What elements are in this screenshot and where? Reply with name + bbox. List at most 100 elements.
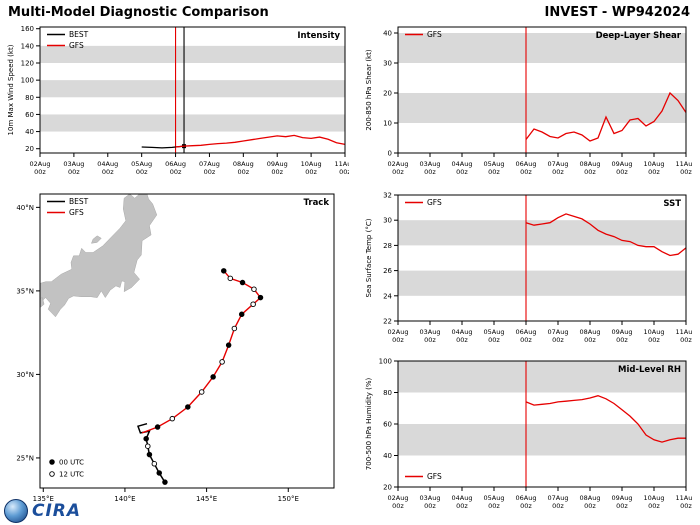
x-tick-label: 00z xyxy=(204,168,216,176)
x-tick-label: 05Aug xyxy=(484,160,505,168)
panel-title: Mid-Level RH xyxy=(618,365,681,375)
x-tick-label: 10Aug xyxy=(644,328,665,336)
x-tick-label: 00z xyxy=(392,336,404,344)
lat-tick-label: 30°N xyxy=(16,371,34,379)
x-tick-label: 00z xyxy=(68,168,80,176)
marker-legend-symbol xyxy=(49,471,55,477)
y-tick-label: 30 xyxy=(383,60,392,68)
y-tick-label: 30 xyxy=(383,217,392,225)
x-tick-label: 00z xyxy=(392,502,404,510)
rh-panel: 20 40 60 80 100 02Aug 00z 03Aug 00z 04Aug 00z 05Aug… xyxy=(356,356,696,522)
x-tick-label: 00z xyxy=(648,336,660,344)
fix-marker-00utc xyxy=(156,470,162,476)
coastline-polygon xyxy=(91,235,102,244)
x-tick-label: 00z xyxy=(616,336,628,344)
y-tick-label: 0 xyxy=(388,150,392,158)
x-tick-label: 00z xyxy=(170,168,182,176)
x-tick-label: 10Aug xyxy=(644,160,665,168)
x-tick-label: 00z xyxy=(305,168,317,176)
fix-marker-00utc xyxy=(143,435,149,442)
x-tick-label: 08Aug xyxy=(580,328,601,336)
fix-marker-12utc xyxy=(219,359,225,365)
x-tick-label: 03Aug xyxy=(420,494,441,502)
y-tick-label: 100 xyxy=(21,77,34,85)
x-tick-label: 00z xyxy=(488,168,500,176)
x-tick-label: 04Aug xyxy=(97,160,118,168)
x-tick-label: 06Aug xyxy=(516,328,537,336)
shade-band xyxy=(398,270,686,296)
x-tick-label: 00z xyxy=(136,168,148,176)
panel-title: Deep-Layer Shear xyxy=(596,31,682,41)
x-tick-label: 07Aug xyxy=(199,160,220,168)
lon-tick-label: 150°E xyxy=(278,495,299,503)
x-tick-label: 09Aug xyxy=(612,494,633,502)
x-tick-label: 11Aug xyxy=(676,494,692,502)
fix-marker-00utc xyxy=(210,374,216,380)
x-tick-label: 11Aug xyxy=(676,328,692,336)
shade-band xyxy=(398,361,686,393)
x-tick-label: 10Aug xyxy=(301,160,322,168)
lat-tick-label: 35°N xyxy=(16,287,34,295)
legend-label-GFS: GFS xyxy=(427,30,442,39)
panel-title: SST xyxy=(663,199,681,209)
fix-marker-12utc xyxy=(250,301,256,307)
y-tick-label: 80 xyxy=(383,389,392,397)
x-tick-label: 00z xyxy=(584,336,596,344)
y-tick-label: 60 xyxy=(25,111,34,119)
x-tick-label: 09Aug xyxy=(612,160,633,168)
fix-marker-00utc xyxy=(239,279,246,286)
x-tick-label: 00z xyxy=(648,168,660,176)
x-tick-label: 00z xyxy=(520,168,532,176)
x-tick-label: 00z xyxy=(584,168,596,176)
x-tick-label: 03Aug xyxy=(63,160,84,168)
x-tick-label: 05Aug xyxy=(484,328,505,336)
shade-band xyxy=(40,80,345,98)
legend-label-BEST: BEST xyxy=(69,197,89,206)
lat-tick-label: 25°N xyxy=(16,454,34,462)
y-tick-label: 40 xyxy=(383,452,392,460)
series-line-GFS xyxy=(525,395,686,443)
x-tick-label: 07Aug xyxy=(548,328,569,336)
x-tick-label: 06Aug xyxy=(516,160,537,168)
fix-marker-00utc xyxy=(146,451,153,458)
cira-globe-icon xyxy=(4,499,28,523)
plot-frame xyxy=(397,26,687,154)
marker-legend-label: 12 UTC xyxy=(59,471,84,479)
x-tick-label: 00z xyxy=(271,168,283,176)
x-tick-label: 03Aug xyxy=(420,328,441,336)
sst-panel: 22 24 26 28 30 32 02Aug 00z 03Aug 00z 04Aug 00z 05Au… xyxy=(356,190,696,354)
x-tick-label: 00z xyxy=(552,168,564,176)
x-tick-label: 00z xyxy=(424,168,436,176)
x-tick-label: 07Aug xyxy=(548,160,569,168)
x-tick-label: 09Aug xyxy=(267,160,288,168)
y-tick-label: 80 xyxy=(25,94,34,102)
lon-tick-label: 135°E xyxy=(33,495,54,503)
fix-marker-00utc xyxy=(220,268,227,274)
track-line-BEST xyxy=(137,422,166,483)
shade-band xyxy=(398,93,686,123)
x-tick-label: 00z xyxy=(552,336,564,344)
x-tick-label: 08Aug xyxy=(580,494,601,502)
x-tick-label: 11Aug xyxy=(335,160,349,168)
x-tick-label: 00z xyxy=(488,502,500,510)
fix-marker-00utc xyxy=(154,424,161,430)
legend-label-GFS: GFS xyxy=(427,472,442,481)
x-tick-label: 00z xyxy=(237,168,249,176)
y-tick-label: 40 xyxy=(383,30,392,38)
x-tick-label: 06Aug xyxy=(165,160,186,168)
shear-panel: 0 10 20 30 40 02Aug 00z 03Aug 00z 04Aug 00z 05Aug 00… xyxy=(356,22,696,186)
x-tick-label: 00z xyxy=(456,168,468,176)
x-tick-label: 00z xyxy=(616,168,628,176)
page-title: Multi-Model Diagnostic Comparison xyxy=(8,5,269,20)
legend-label-GFS: GFS xyxy=(69,208,84,217)
shade-band xyxy=(40,45,345,63)
x-tick-label: 07Aug xyxy=(548,494,569,502)
fix-marker-00utc xyxy=(162,479,168,485)
track-layer xyxy=(137,268,264,485)
y-tick-label: 22 xyxy=(383,318,392,326)
marker-legend-symbol xyxy=(49,459,55,465)
lat-tick-label: 40°N xyxy=(16,204,34,212)
x-tick-label: 02Aug xyxy=(388,160,409,168)
marker-legend-label: 00 UTC xyxy=(59,459,84,467)
y-axis-label: 200-850 hPa Shear (kt) xyxy=(365,49,373,130)
